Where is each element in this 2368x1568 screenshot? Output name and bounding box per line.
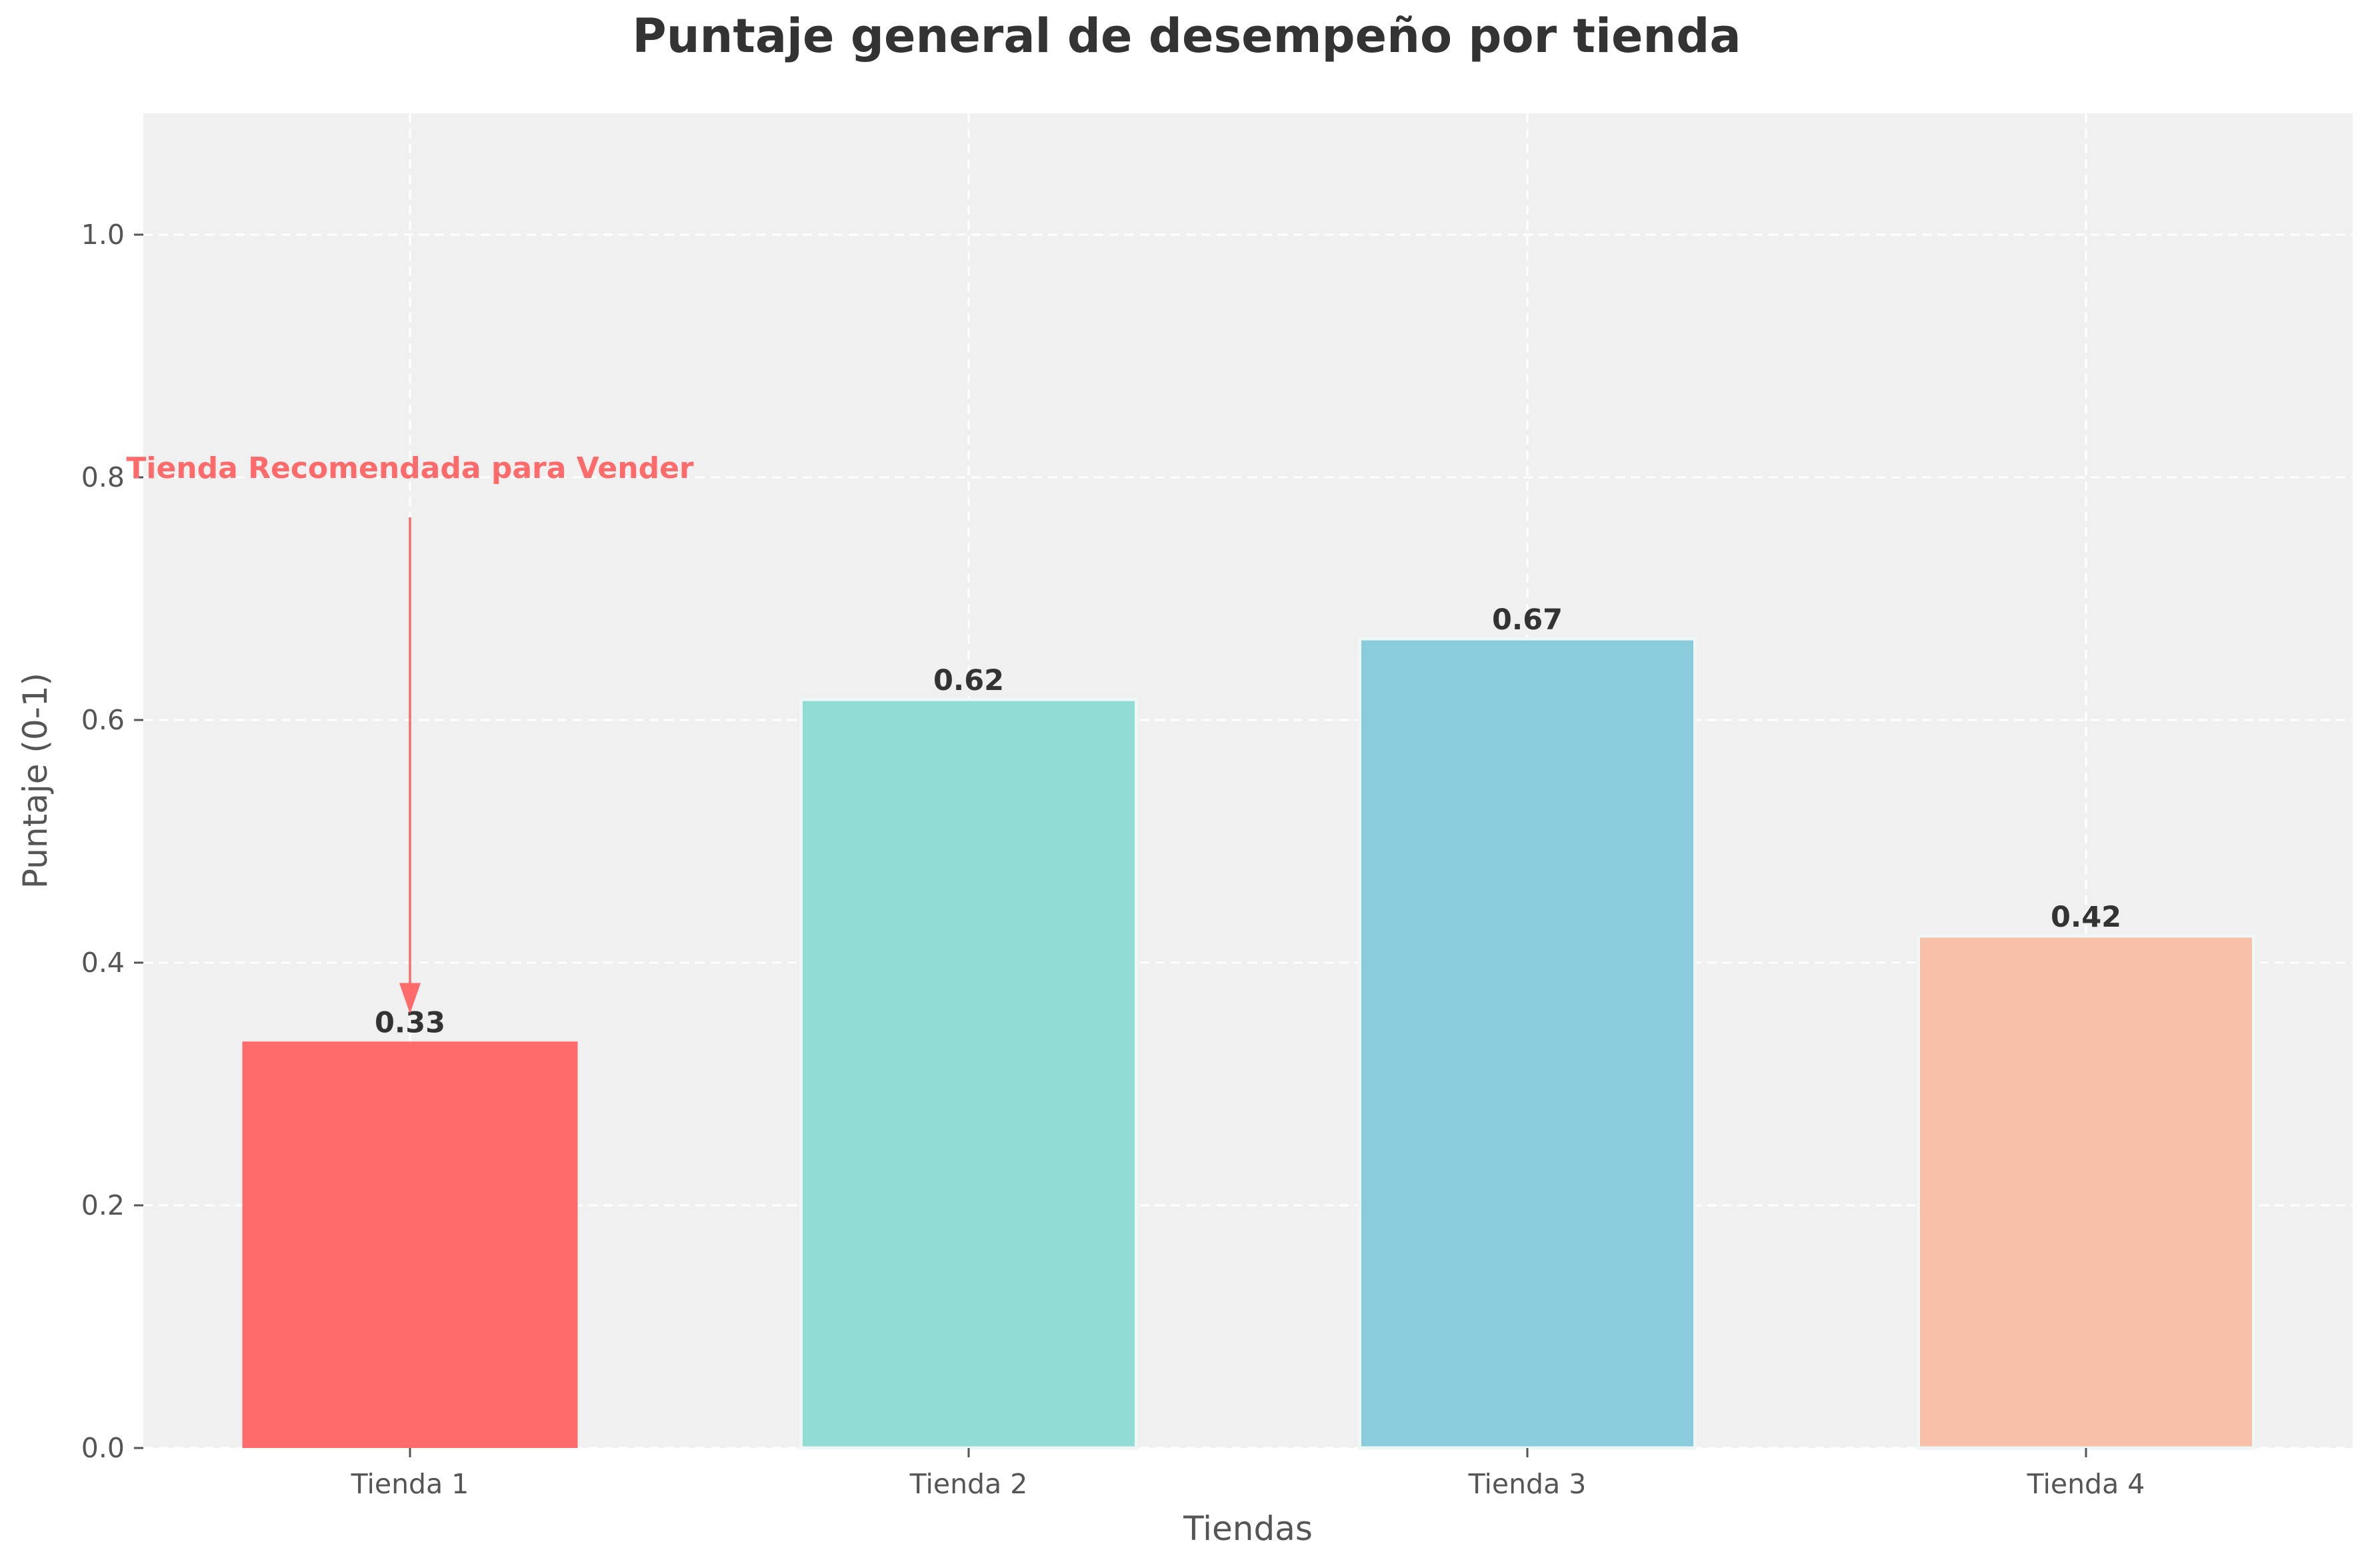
y-tick-label: 0.8 bbox=[81, 461, 125, 493]
data-label: 0.42 bbox=[2051, 901, 2121, 934]
bar-2 bbox=[799, 697, 1138, 1450]
annotation-text: Tienda Recomendada para Vender bbox=[126, 451, 694, 485]
annotation-arrow-head bbox=[399, 983, 421, 1014]
x-tick-label: Tienda 4 bbox=[2027, 1468, 2145, 1500]
annotation: Tienda Recomendada para Vender bbox=[126, 451, 694, 1014]
y-tick-label: 0.4 bbox=[81, 947, 125, 979]
y-tick-label: 0.0 bbox=[81, 1432, 125, 1464]
bar-3 bbox=[1358, 637, 1697, 1450]
y-axis-label: Puntaje (0-1) bbox=[16, 673, 55, 889]
x-tick-label: Tienda 1 bbox=[351, 1468, 469, 1500]
axis-ticks: 0.0 0.2 0.4 0.6 0.8 1.0 Tienda 1 Tienda 2 Tienda… bbox=[81, 219, 2145, 1500]
data-labels: 0.330.620.670.42 bbox=[375, 603, 2121, 1039]
bars bbox=[242, 637, 2255, 1450]
x-tick-label: Tienda 3 bbox=[1468, 1468, 1587, 1500]
y-tick-label: 1.0 bbox=[81, 219, 125, 251]
data-label: 0.67 bbox=[1492, 603, 1563, 637]
bar-1 bbox=[242, 1041, 578, 1448]
chart-title: Puntaje general de desempeño por tienda bbox=[632, 9, 1741, 63]
x-axis-label: Tiendas bbox=[1183, 1509, 1313, 1548]
y-tick-label: 0.2 bbox=[81, 1189, 125, 1221]
data-label: 0.62 bbox=[933, 664, 1004, 697]
bar-4 bbox=[1917, 934, 2255, 1450]
y-tick-label: 0.6 bbox=[81, 704, 125, 736]
x-tick-label: Tienda 2 bbox=[909, 1468, 1028, 1500]
